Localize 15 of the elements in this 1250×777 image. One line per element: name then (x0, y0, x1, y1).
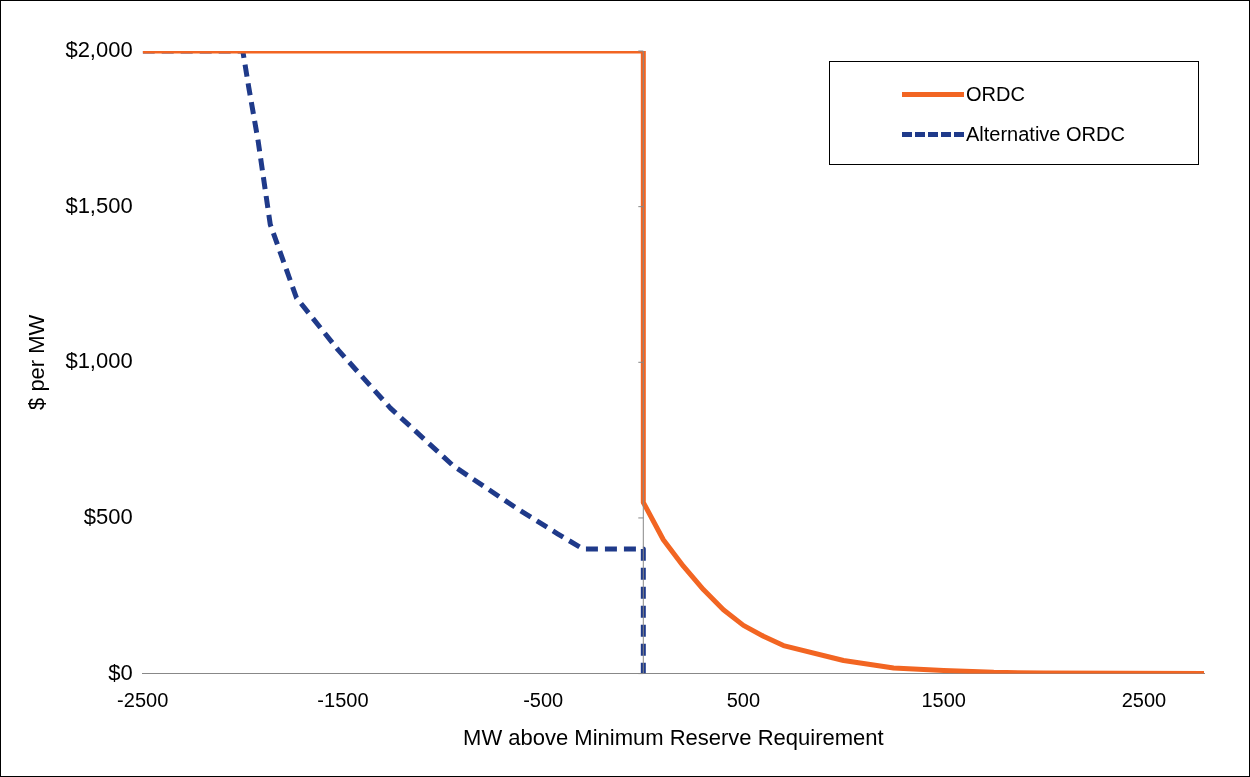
x-tick-label: 1500 (921, 689, 966, 712)
y-tick-label: $1,000 (65, 348, 133, 374)
y-axis-title: $ per MW (24, 314, 50, 410)
x-tick-label: 2500 (1121, 689, 1167, 712)
y-tick-label: $2,000 (65, 37, 133, 63)
x-tick-label: -1500 (317, 689, 369, 712)
x-axis-title: MW above Minimum Reserve Requirement (463, 724, 884, 750)
x-tick-label: 500 (726, 689, 761, 712)
legend-label: ORDC (966, 82, 1025, 106)
y-tick-label: $500 (83, 504, 133, 530)
y-tick-label: $1,500 (65, 192, 133, 218)
x-tick-label: -2500 (117, 689, 169, 712)
x-tick-label: -500 (523, 689, 564, 712)
legend-label: Alternative ORDC (966, 122, 1125, 146)
y-tick-label: $0 (108, 659, 133, 685)
